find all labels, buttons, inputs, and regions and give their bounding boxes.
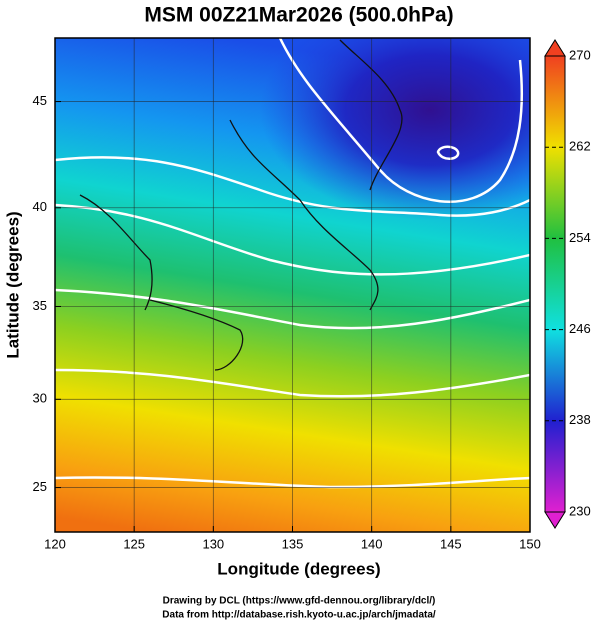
colorbar-tick-label: 262 bbox=[569, 139, 591, 154]
low-center bbox=[260, 38, 530, 220]
y-tick-label: 30 bbox=[33, 391, 47, 406]
y-tick-label: 40 bbox=[33, 199, 47, 214]
colorbar-tick-label: 238 bbox=[569, 412, 591, 427]
footer-line: Drawing by DCL (https://www.gfd-dennou.o… bbox=[163, 596, 436, 607]
x-tick-label: 135 bbox=[282, 536, 304, 551]
colorbar-tick-label: 254 bbox=[569, 230, 591, 245]
colorbar-tick-label: 246 bbox=[569, 321, 591, 336]
colorbar bbox=[544, 39, 566, 529]
x-tick-label: 130 bbox=[202, 536, 224, 551]
colorbar-extend-top bbox=[544, 39, 566, 57]
plot-frame bbox=[54, 37, 531, 533]
x-axis-label: Longitude (degrees) bbox=[217, 559, 380, 578]
title: MSM 00Z21Mar2026 (500.0hPa) bbox=[144, 4, 453, 27]
x-tick-label: 125 bbox=[123, 536, 145, 551]
x-tick-label: 145 bbox=[440, 536, 462, 551]
map-field bbox=[55, 38, 530, 532]
colorbar-body bbox=[544, 55, 566, 513]
colorbar-tick-label: 270 bbox=[569, 47, 591, 62]
y-tick-label: 45 bbox=[33, 93, 47, 108]
y-tick-label: 35 bbox=[33, 298, 47, 313]
colorbar-tick-label: 230 bbox=[569, 503, 591, 518]
contours bbox=[55, 38, 530, 489]
footer-line: Data from http://database.rish.kyoto-u.a… bbox=[162, 610, 436, 621]
x-tick-label: 140 bbox=[361, 536, 383, 551]
y-tick-label: 25 bbox=[33, 479, 47, 494]
x-tick-label: 120 bbox=[44, 536, 66, 551]
y-axis-label: Latitude (degrees) bbox=[3, 211, 22, 358]
coastline bbox=[79, 39, 403, 371]
colorbar-extend-bottom bbox=[544, 511, 566, 529]
x-tick-label: 150 bbox=[519, 536, 541, 551]
